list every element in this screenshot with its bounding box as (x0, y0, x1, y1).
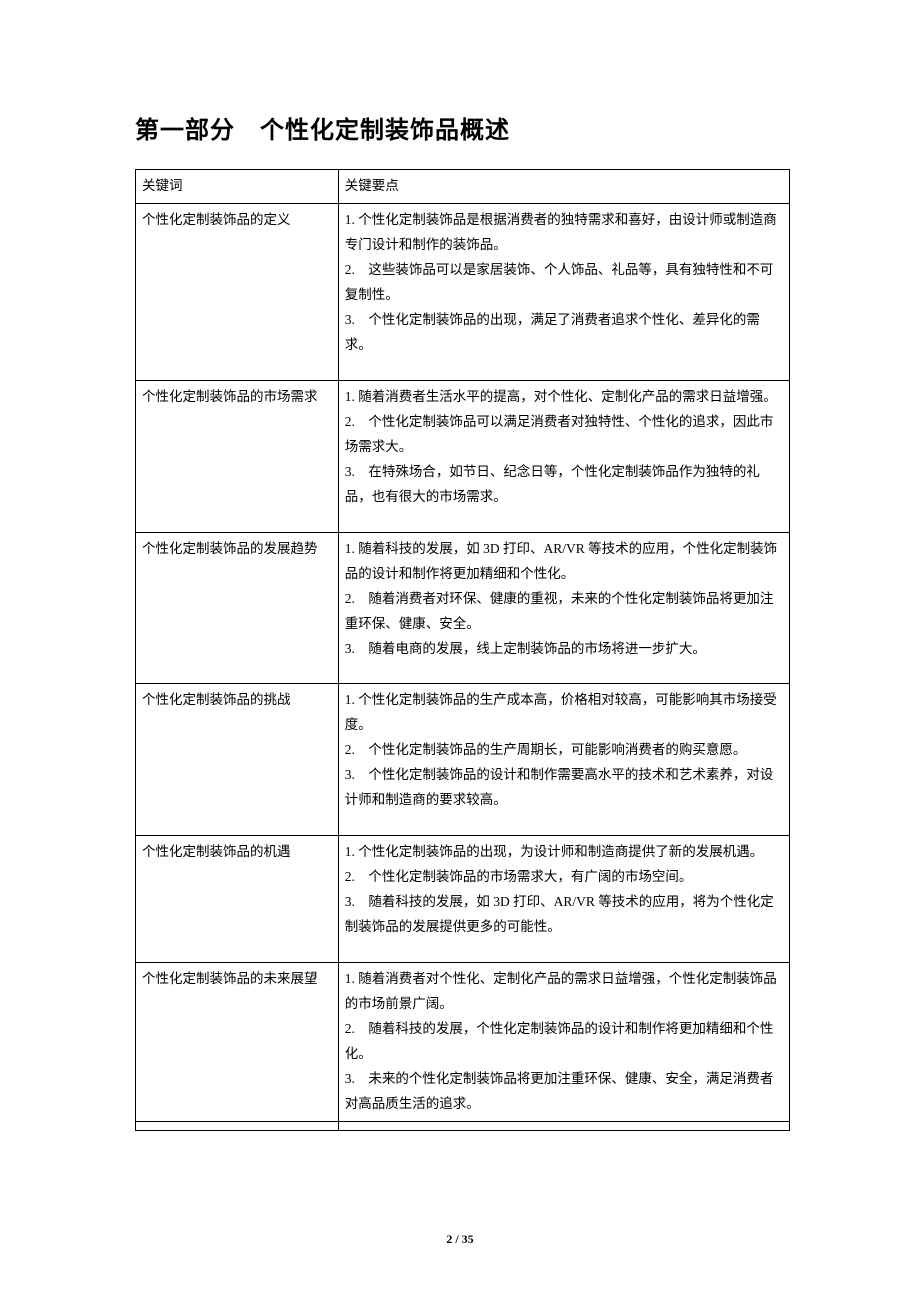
page-separator: / (452, 1232, 461, 1246)
row-keyword: 个性化定制装饰品的定义 (136, 203, 339, 380)
row-content: 1. 个性化定制装饰品的生产成本高，价格相对较高，可能影响其市场接受度。2. 个… (338, 684, 789, 836)
row-keyword: 个性化定制装饰品的机遇 (136, 836, 339, 963)
row-content: 1. 个性化定制装饰品的出现，为设计师和制造商提供了新的发展机遇。2. 个性化定… (338, 836, 789, 963)
header-keyword: 关键词 (136, 170, 339, 204)
table-row: 个性化定制装饰品的未来展望 1. 随着消费者对个性化、定制化产品的需求日益增强，… (136, 963, 790, 1122)
table-header-row: 关键词 关键要点 (136, 170, 790, 204)
row-keyword: 个性化定制装饰品的挑战 (136, 684, 339, 836)
header-keypoints: 关键要点 (338, 170, 789, 204)
table-footer-row (136, 1122, 790, 1131)
row-content: 1. 随着科技的发展，如 3D 打印、AR/VR 等技术的应用，个性化定制装饰品… (338, 532, 789, 684)
row-keyword: 个性化定制装饰品的发展趋势 (136, 532, 339, 684)
table-row: 个性化定制装饰品的市场需求 1. 随着消费者生活水平的提高，对个性化、定制化产品… (136, 380, 790, 532)
table-row: 个性化定制装饰品的定义 1. 个性化定制装饰品是根据消费者的独特需求和喜好，由设… (136, 203, 790, 380)
page-total: 35 (462, 1232, 474, 1246)
content-table: 关键词 关键要点 个性化定制装饰品的定义 1. 个性化定制装饰品是根据消费者的独… (135, 169, 790, 1131)
footer-cell (136, 1122, 339, 1131)
footer-cell (338, 1122, 789, 1131)
table-row: 个性化定制装饰品的挑战 1. 个性化定制装饰品的生产成本高，价格相对较高，可能影… (136, 684, 790, 836)
table-row: 个性化定制装饰品的机遇 1. 个性化定制装饰品的出现，为设计师和制造商提供了新的… (136, 836, 790, 963)
row-keyword: 个性化定制装饰品的市场需求 (136, 380, 339, 532)
page-number: 2 / 35 (0, 1232, 920, 1247)
row-content: 1. 随着消费者生活水平的提高，对个性化、定制化产品的需求日益增强。2. 个性化… (338, 380, 789, 532)
section-title: 第一部分 个性化定制装饰品概述 (135, 110, 790, 145)
row-keyword: 个性化定制装饰品的未来展望 (136, 963, 339, 1122)
row-content: 1. 随着消费者对个性化、定制化产品的需求日益增强，个性化定制装饰品的市场前景广… (338, 963, 789, 1122)
row-content: 1. 个性化定制装饰品是根据消费者的独特需求和喜好，由设计师或制造商专门设计和制… (338, 203, 789, 380)
table-row: 个性化定制装饰品的发展趋势 1. 随着科技的发展，如 3D 打印、AR/VR 等… (136, 532, 790, 684)
